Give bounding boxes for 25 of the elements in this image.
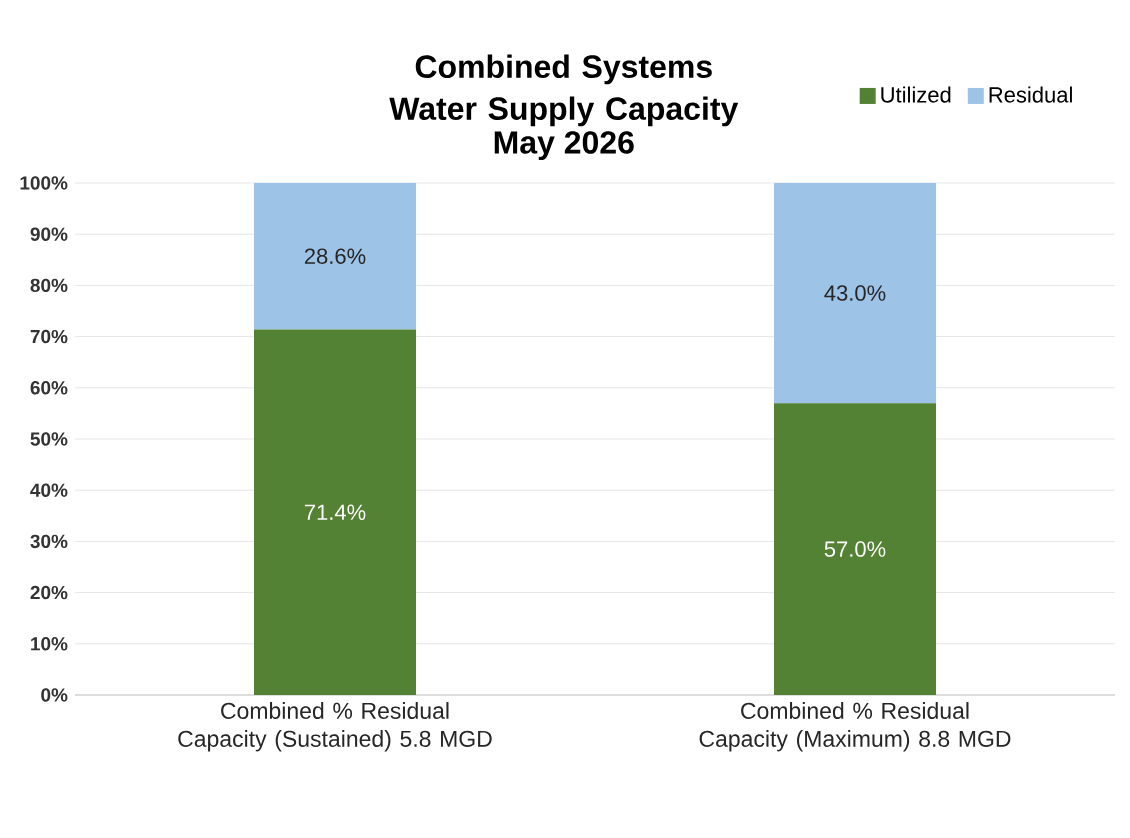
- data-label: 43.0%: [824, 285, 886, 301]
- data-label: 57.0%: [824, 541, 886, 557]
- legend-label: Utilized: [881, 86, 951, 103]
- data-label: 28.6%: [304, 248, 366, 264]
- y-tick-label: 20%: [30, 585, 68, 600]
- chart-subtitle: May 2026: [494, 131, 634, 161]
- y-tick-label: 70%: [30, 329, 68, 344]
- legend-label: Residual: [989, 86, 1072, 103]
- y-tick-label: 50%: [30, 432, 68, 446]
- y-tick-label: 100%: [20, 176, 68, 190]
- data-label: 71.4%: [304, 504, 366, 520]
- y-tick-label: 80%: [30, 278, 68, 293]
- bar: [254, 329, 417, 695]
- x-tick-label: Combined % Residual Capacity (Maximum) 8.8 MGD: [699, 702, 1011, 752]
- chart-title: Combined Systems Water Supply Capacity: [389, 54, 739, 127]
- x-tick-label: Combined % Residual Capacity (Sustained) 5.8 MGD: [178, 702, 492, 752]
- bar: [774, 403, 936, 695]
- y-tick-label: 60%: [30, 381, 68, 395]
- bar: [774, 182, 936, 404]
- y-tick-label: 10%: [31, 637, 68, 651]
- y-tick-label: 30%: [30, 534, 68, 549]
- y-tick-label: 40%: [30, 483, 68, 497]
- y-tick-label: 0%: [41, 688, 68, 702]
- y-tick-label: 90%: [30, 227, 68, 241]
- bar: [254, 182, 417, 330]
